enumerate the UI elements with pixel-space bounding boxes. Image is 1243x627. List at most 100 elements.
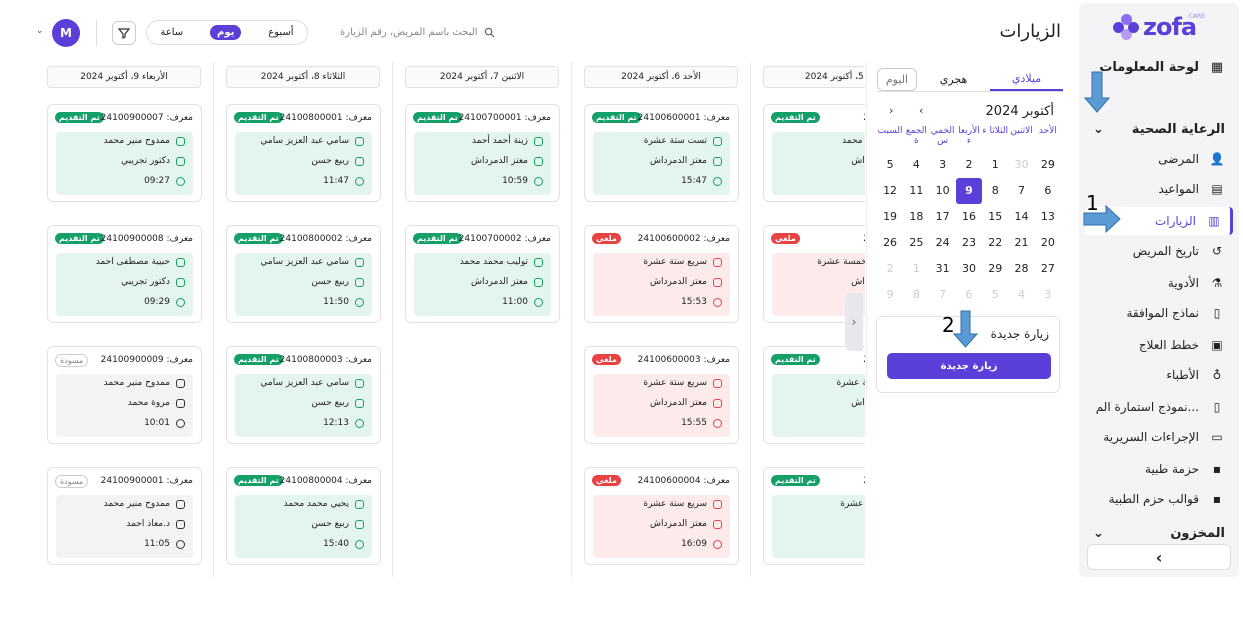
calendar-day[interactable]: 22 (988, 236, 1003, 249)
calendar-day[interactable]: 23 (961, 236, 976, 249)
calendar-day[interactable]: 15 (988, 210, 1003, 223)
calendar-day[interactable]: 12 (883, 184, 898, 197)
collapse-sidebar-button[interactable]: ‹ (1087, 544, 1231, 570)
sidebar-item-7[interactable]: نماذج الموافقة ▯ (1085, 299, 1233, 327)
sidebar-item-12[interactable]: حزمة طبية ▪ (1085, 455, 1233, 483)
sidebar-item-14[interactable]: المخزون ⌄ (1085, 519, 1233, 547)
calendar-day[interactable]: 28 (1014, 262, 1029, 275)
calendar-day[interactable]: 26 (883, 236, 898, 249)
calendar-day[interactable]: 1 (991, 158, 999, 171)
visit-card[interactable]: تم التقديم معرف: 24100700002 توليب محمد مح… (405, 225, 560, 323)
sidebar-item-5[interactable]: تاريخ المريض ↺ (1085, 237, 1233, 265)
view-day-button[interactable]: يوم (210, 25, 242, 40)
visit-card[interactable]: تم التقديم معرف: 24100600001 تست ستة عشرة م… (584, 104, 739, 202)
today-button[interactable]: اليوم (877, 68, 917, 91)
next-month-button[interactable]: › (889, 104, 894, 117)
avatar[interactable]: M (52, 19, 80, 47)
search-input[interactable]: البحث باسم المريض، رقم الزيارة (340, 27, 478, 38)
calendar-day[interactable]: 29 (988, 262, 1003, 275)
calendar-day[interactable]: 17 (935, 210, 950, 223)
calendar-day[interactable]: 13 (1040, 210, 1055, 223)
sidebar-item-4[interactable]: الزيارات ▥ (1085, 207, 1233, 235)
day-header[interactable]: الأربعاء 9، أكتوبر 2024 (47, 66, 201, 88)
visit-card[interactable]: ملغي معرف: 24100600004 سريع ستة عشرة معتز ا… (584, 467, 739, 565)
calendar-day[interactable]: 10 (935, 184, 950, 197)
visit-time: 11:00 (502, 297, 543, 307)
visit-card[interactable]: تم التقديم 24100500 محمد محمد لدمرداش (763, 104, 865, 202)
calendar-day[interactable]: 25 (909, 236, 924, 249)
chevron-down-icon[interactable]: ⌄ (36, 26, 44, 36)
visit-card[interactable]: تم التقديم معرف: 24100800003 سامي عبد العز… (226, 346, 381, 444)
visit-card[interactable]: تم التقديم معرف: 24100800004 يحيي محمد محم… (226, 467, 381, 565)
visit-card[interactable]: تم التقديم 24100500 سريع عشرةحسن (763, 467, 865, 565)
calendar-day[interactable]: 18 (909, 210, 924, 223)
visit-card[interactable]: مسودة معرف: 24100900001 ممدوح منير محمد د.م… (47, 467, 202, 565)
sidebar-item-10[interactable]: نموذج استمارة الم... ▯ (1085, 393, 1233, 421)
sidebar-item-1[interactable]: الرعاية الصحية ⌄ (1085, 115, 1233, 143)
calendar-day[interactable]: 7 (1018, 184, 1026, 197)
calendar-day[interactable]: 6 (965, 288, 973, 301)
calendar-day[interactable]: 16 (961, 210, 976, 223)
calendar-day[interactable]: 24 (935, 236, 950, 249)
day-header[interactable]: الاثنين 7، أكتوبر 2024 (405, 66, 559, 88)
calendar-day[interactable]: 20 (1040, 236, 1055, 249)
calendar-day[interactable]: 11 (909, 184, 924, 197)
visit-card[interactable]: ملغي معرف: 24100600003 سريع ستة عشرة معتز ا… (584, 346, 739, 444)
calendar-day[interactable]: 3 (1044, 288, 1052, 301)
calendar-day[interactable]: 3 (939, 158, 947, 171)
sidebar-item-8[interactable]: خطط العلاج ▣ (1085, 331, 1233, 359)
calendar-day[interactable]: 4 (1018, 288, 1026, 301)
calendar-day[interactable]: 4 (912, 158, 920, 171)
chevron-down-icon[interactable]: ⌄ (1093, 525, 1104, 541)
sidebar-item-13[interactable]: قوالب حزم الطبية ▪ (1085, 485, 1233, 513)
calendar-day[interactable]: 2 (886, 262, 894, 275)
day-header[interactable]: الأحد 6، أكتوبر 2024 (584, 66, 738, 88)
calendar-day[interactable]: 29 (1040, 158, 1055, 171)
calendar-day[interactable]: 27 (1040, 262, 1055, 275)
visit-card[interactable]: تم التقديم معرف: 24100900007 ممدوح منير مح… (47, 104, 202, 202)
view-week-button[interactable]: أسبوع (268, 27, 294, 38)
sidebar-item-0[interactable]: لوحة المعلومات ▦ (1085, 53, 1233, 81)
visit-card[interactable]: تم التقديم معرف: 24100900008 حبيبة مصطفى ا… (47, 225, 202, 323)
calendar-day[interactable]: 8 (991, 184, 999, 197)
zofa-logo[interactable]: zofa CARE (1113, 11, 1205, 43)
visit-card[interactable]: تم التقديم معرف: 24100800001 سامي عبد العز… (226, 104, 381, 202)
search-box[interactable]: البحث باسم المريض، رقم الزيارة (340, 27, 495, 38)
visit-card[interactable]: تم التقديم 24100500 خمسة عشرة لدمرداش (763, 346, 865, 444)
calendar-day[interactable]: 31 (935, 262, 950, 275)
calendar-day[interactable]: 30 (1014, 158, 1029, 171)
visit-id: معرف: 24100800002 (279, 234, 372, 244)
sidebar-item-2[interactable]: المرضى 👤 (1085, 145, 1233, 173)
calendar-day[interactable]: 6 (1044, 184, 1052, 197)
calendar-day[interactable]: 21 (1014, 236, 1029, 249)
filter-button[interactable] (112, 21, 136, 45)
calendar-day[interactable]: 2 (965, 158, 973, 171)
sidebar-item-6[interactable]: الأدوية ⚗ (1085, 269, 1233, 297)
sidebar-item-3[interactable]: المواعيد ▤ (1085, 175, 1233, 203)
calendar-day[interactable]: 5 (991, 288, 999, 301)
visit-card[interactable]: مسودة معرف: 24100900009 ممدوح منير محمد مرو… (47, 346, 202, 444)
calendar-day[interactable]: 7 (939, 288, 947, 301)
visit-card[interactable]: تم التقديم معرف: 24100800002 سامي عبد العز… (226, 225, 381, 323)
calendar-day[interactable]: 8 (912, 288, 920, 301)
calendar-day[interactable]: 30 (961, 262, 976, 275)
chevron-down-icon[interactable]: ⌄ (1093, 121, 1104, 137)
visit-card[interactable]: ملغي معرف: 24100600002 سريع ستة عشرة معتز ا… (584, 225, 739, 323)
tab-gregorian[interactable]: ميلادي (990, 68, 1063, 91)
calendar-day[interactable]: 9 (955, 178, 983, 204)
sidebar-item-11[interactable]: الإجراءات السريرية ▭ (1085, 423, 1233, 451)
day-header[interactable]: ت 5، أكتوبر 2024 (763, 66, 865, 88)
day-header[interactable]: الثلاثاء 8، أكتوبر 2024 (226, 66, 380, 88)
new-visit-button[interactable]: زيارة جديدة (887, 353, 1051, 379)
view-hour-button[interactable]: ساعة (160, 27, 184, 38)
calendar-day[interactable]: 1 (912, 262, 920, 275)
calendar-day[interactable]: 19 (883, 210, 898, 223)
prev-month-button[interactable]: ‹ (919, 104, 924, 117)
calendar-day[interactable]: 9 (886, 288, 894, 301)
collapse-calendar-button[interactable]: › (845, 293, 863, 351)
sidebar-item-9[interactable]: الأطباء ♁ (1085, 361, 1233, 389)
calendar-day[interactable]: 14 (1014, 210, 1029, 223)
calendar-day[interactable]: 5 (886, 158, 894, 171)
visit-card[interactable]: تم التقديم معرف: 24100700001 زينة أحمد أحم… (405, 104, 560, 202)
tab-hijri[interactable]: هجري (939, 73, 968, 86)
